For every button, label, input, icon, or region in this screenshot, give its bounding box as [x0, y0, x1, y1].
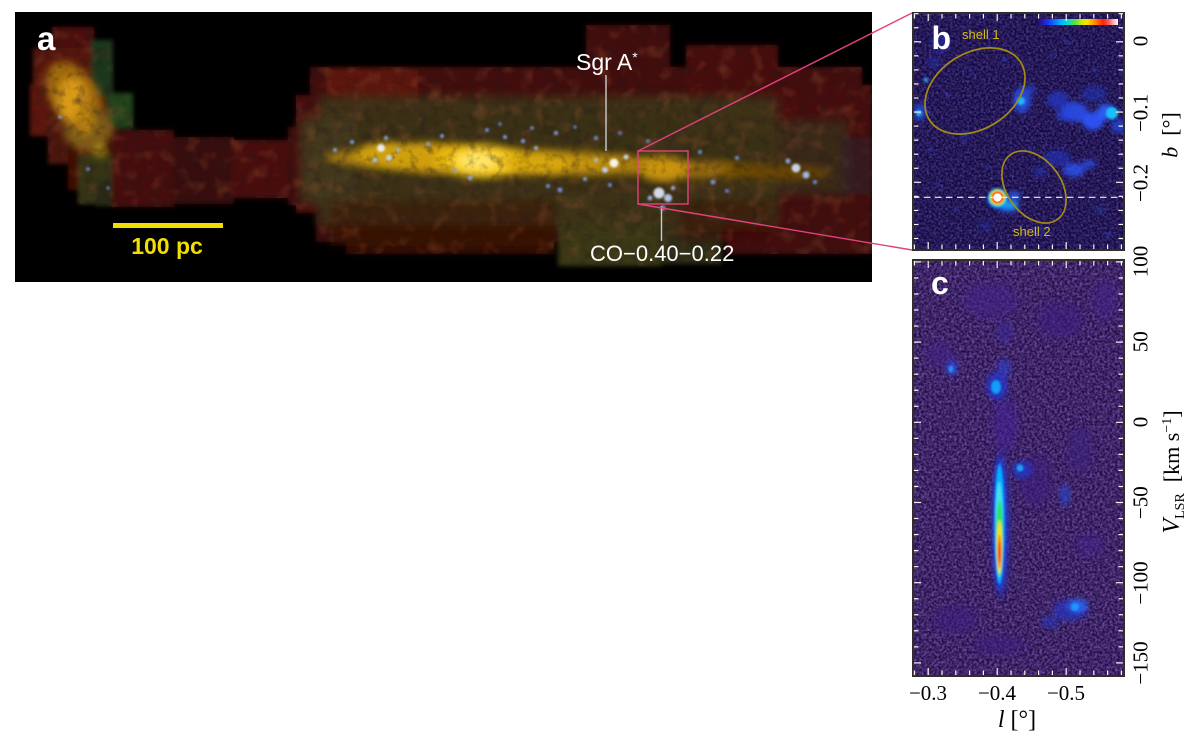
svg-text:−150: −150 [1129, 641, 1153, 684]
svg-text:−100: −100 [1129, 561, 1153, 604]
svg-text:VLSR [km s−1]: VLSR [km s−1] [1159, 410, 1188, 533]
svg-text:c: c [931, 265, 949, 301]
svg-text:b: b [932, 20, 952, 56]
svg-text:−0.2: −0.2 [1129, 164, 1153, 202]
svg-text:CO−0.40−0.22: CO−0.40−0.22 [590, 241, 734, 266]
svg-text:0: 0 [1129, 417, 1153, 428]
svg-text:l [°]: l [°] [998, 707, 1036, 733]
svg-text:shell 1: shell 1 [962, 27, 1000, 42]
svg-text:−0.3: −0.3 [909, 681, 947, 705]
svg-text:100 pc: 100 pc [131, 233, 203, 259]
svg-text:100: 100 [1129, 246, 1153, 278]
svg-text:−0.1: −0.1 [1129, 94, 1153, 132]
svg-text:50: 50 [1129, 331, 1153, 352]
svg-text:−50: −50 [1129, 486, 1153, 519]
svg-text:−0.4: −0.4 [978, 681, 1017, 705]
svg-text:0: 0 [1129, 36, 1153, 47]
svg-text:Sgr A*: Sgr A* [576, 49, 638, 75]
svg-text:a: a [37, 20, 56, 57]
svg-text:−0.5: −0.5 [1047, 681, 1085, 705]
svg-text:shell 2: shell 2 [1013, 224, 1051, 239]
svg-text:b [°]: b [°] [1158, 112, 1183, 157]
